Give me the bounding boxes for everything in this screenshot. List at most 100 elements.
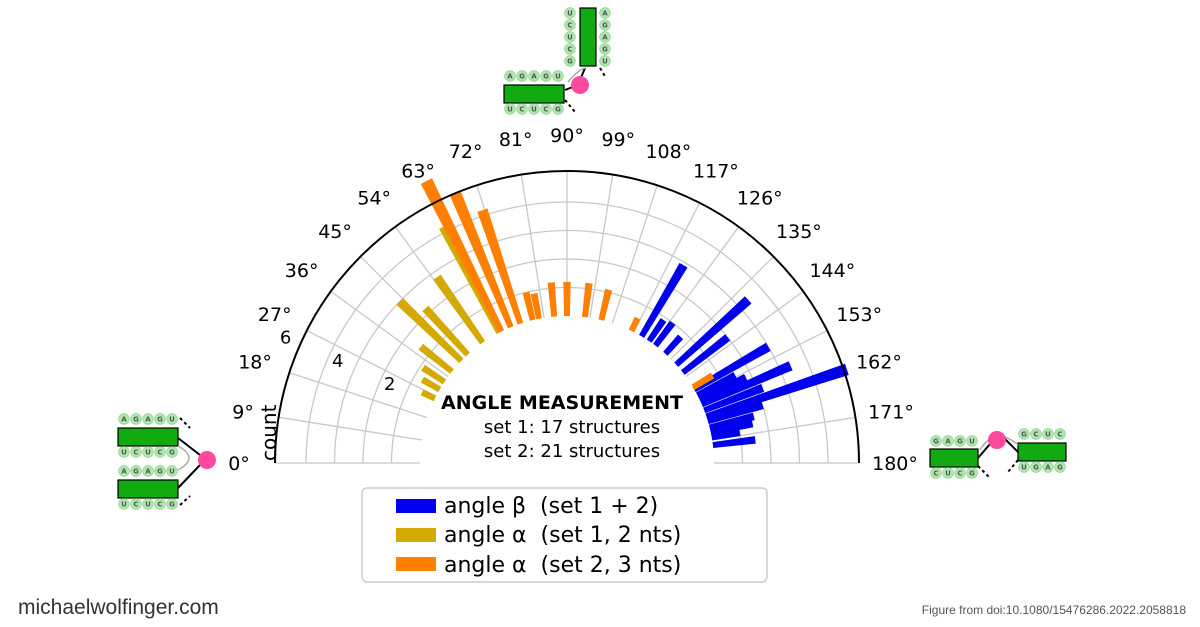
polar-bar bbox=[420, 178, 505, 333]
nucleotide-letter: G bbox=[543, 73, 549, 81]
helix-body bbox=[117, 479, 179, 499]
nucleotide-letter: U bbox=[169, 468, 175, 476]
connector-line bbox=[177, 464, 201, 489]
polar-bar bbox=[705, 363, 849, 420]
grid-spoke bbox=[520, 174, 545, 318]
angle-tick-label: 18° bbox=[238, 352, 272, 374]
grid-spoke bbox=[278, 416, 422, 441]
outer-arc bbox=[274, 170, 860, 464]
nucleotide bbox=[552, 103, 564, 115]
angle-tick-label: 36° bbox=[285, 260, 319, 282]
grid-spoke bbox=[633, 202, 701, 333]
site-name: michaelwolfinger.com bbox=[18, 596, 219, 619]
nucleotide-letter: A bbox=[945, 438, 951, 446]
nucleotide bbox=[142, 413, 154, 425]
nucleotide-letter: U bbox=[602, 58, 608, 66]
nucleotide-letter: A bbox=[145, 416, 151, 424]
nucleotide bbox=[599, 43, 611, 55]
nucleotide-letter: G bbox=[519, 73, 525, 81]
helix-body bbox=[579, 7, 597, 67]
polar-bar bbox=[680, 334, 731, 375]
helix-body bbox=[929, 448, 979, 468]
nucleotide-letter: C bbox=[133, 501, 138, 509]
polar-bar bbox=[711, 429, 741, 441]
nucleotide-letter: U bbox=[567, 34, 573, 42]
helix-body bbox=[1017, 442, 1067, 462]
nucleotide bbox=[154, 465, 166, 477]
nucleotide-letter: G bbox=[602, 46, 608, 54]
connector-line bbox=[179, 417, 191, 429]
connector-line bbox=[1003, 437, 1019, 453]
nucleotide-letter: C bbox=[157, 449, 162, 457]
nucleotide-letter: G bbox=[969, 470, 975, 478]
nucleotide-letter: G bbox=[169, 501, 175, 509]
nucleotide bbox=[166, 465, 178, 477]
grid-spoke bbox=[330, 290, 449, 378]
grid-spoke bbox=[589, 174, 614, 318]
nucleotide bbox=[954, 467, 966, 479]
nucleotide-letter: A bbox=[145, 468, 151, 476]
nucleotide bbox=[564, 19, 576, 31]
nucleotide bbox=[142, 446, 154, 458]
nucleotide-letter: C bbox=[1057, 431, 1062, 439]
nucleotide bbox=[599, 31, 611, 43]
nucleotide bbox=[942, 435, 954, 447]
nucleotide bbox=[1030, 461, 1042, 473]
nucleotide bbox=[966, 435, 978, 447]
radial-tick-label: 4 bbox=[332, 351, 343, 372]
loop-strand bbox=[177, 445, 190, 471]
polar-bar bbox=[653, 320, 676, 348]
nucleotide bbox=[166, 498, 178, 510]
legend-swatch-beta bbox=[396, 499, 436, 513]
grid-spoke bbox=[306, 329, 437, 397]
angle-tick-label: 9° bbox=[232, 402, 254, 424]
diagram-left-0deg: A G A G UU C U C GA G A G UU C U C G bbox=[117, 413, 216, 510]
nucleotide-letter: G bbox=[957, 438, 963, 446]
polar-bar bbox=[703, 383, 765, 414]
legend-label-alpha-set2: angle α (set 2, 3 nts) bbox=[444, 553, 681, 578]
nucleotide bbox=[118, 446, 130, 458]
nucleotide bbox=[1030, 428, 1042, 440]
nucleotide-letter: G bbox=[133, 416, 139, 424]
nucleotide bbox=[966, 467, 978, 479]
nucleotide-letter: A bbox=[121, 468, 127, 476]
nucleotide bbox=[954, 435, 966, 447]
radial-tick-label: 2 bbox=[384, 374, 395, 395]
nucleotide-letter: U bbox=[145, 501, 151, 509]
nucleotide bbox=[599, 7, 611, 19]
angle-tick-label: 108° bbox=[645, 141, 691, 163]
legend: angle β (set 1 + 2) angle α (set 1, 2 nt… bbox=[361, 487, 768, 583]
polar-bar bbox=[692, 342, 771, 393]
nucleotide-letter: A bbox=[531, 73, 537, 81]
polar-bar bbox=[522, 291, 536, 321]
nucleotide-letter: G bbox=[157, 416, 163, 424]
nucleotide-letter: G bbox=[602, 22, 608, 30]
nucleotide-letter: C bbox=[567, 46, 572, 54]
nucleotide-letter: G bbox=[169, 449, 175, 457]
nucleotide bbox=[118, 413, 130, 425]
nucleotide bbox=[540, 70, 552, 82]
nucleotide-letter: G bbox=[933, 438, 939, 446]
grid-spoke bbox=[685, 290, 804, 378]
junction-dot bbox=[198, 451, 216, 469]
nucleotide-letter: A bbox=[602, 34, 608, 42]
angle-tick-label: 180° bbox=[872, 453, 918, 475]
nucleotide bbox=[504, 103, 516, 115]
junction-dot bbox=[571, 76, 589, 94]
nucleotide bbox=[166, 446, 178, 458]
angle-tick-label: 90° bbox=[550, 125, 584, 147]
chart-title: ANGLE MEASUREMENT bbox=[441, 392, 683, 414]
polar-bar bbox=[707, 401, 764, 425]
nucleotide-letter: G bbox=[1057, 464, 1063, 472]
nucleotide bbox=[130, 498, 142, 510]
angle-tick-label: 117° bbox=[693, 161, 739, 183]
nucleotide bbox=[528, 103, 540, 115]
nucleotide-letter: U bbox=[121, 449, 127, 457]
nucleotide bbox=[516, 70, 528, 82]
nucleotide bbox=[154, 446, 166, 458]
nucleotide-letter: U bbox=[555, 73, 561, 81]
legend-swatch-alpha-set2 bbox=[396, 557, 436, 571]
nucleotide bbox=[540, 103, 552, 115]
nucleotide-letter: C bbox=[567, 22, 572, 30]
